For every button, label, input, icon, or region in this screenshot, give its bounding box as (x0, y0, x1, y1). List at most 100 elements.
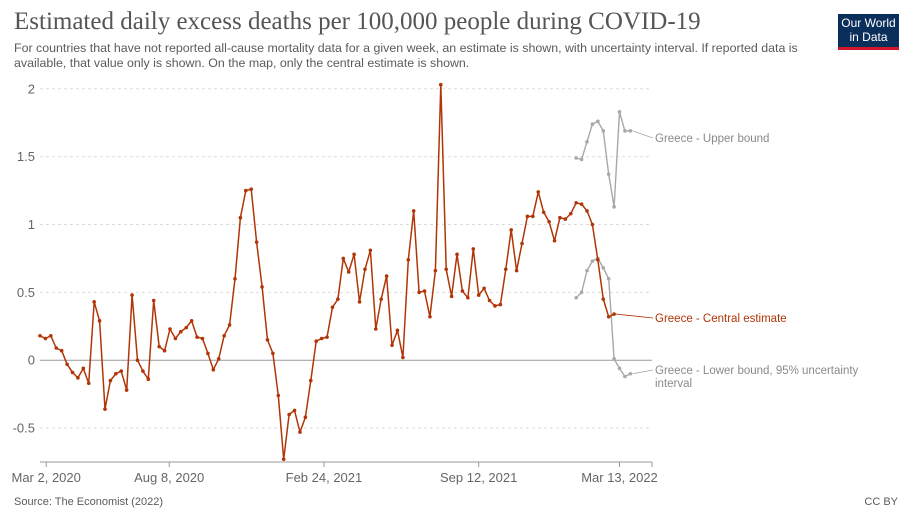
data-point (531, 214, 535, 219)
series-label-line: interval (655, 378, 692, 390)
data-point (130, 293, 134, 297)
x-tick-label: Aug 8, 2020 (134, 470, 204, 485)
data-point (249, 187, 254, 192)
y-tick-label: 1 (28, 217, 35, 232)
data-point (254, 240, 259, 244)
logo-line-1: Our World (841, 16, 896, 30)
data-point (65, 362, 69, 367)
x-axis: Mar 2, 2020 Aug 8, 2020 Feb 24, 2021 Sep 12… (12, 461, 658, 485)
data-point (514, 268, 519, 273)
data-point (238, 215, 243, 220)
data-point (265, 338, 270, 342)
data-point (81, 366, 86, 371)
y-tick-label: 0 (28, 353, 35, 368)
data-point (493, 304, 497, 308)
series-labels: Greece - Upper bound Greece - Central est… (616, 130, 859, 390)
data-point (319, 336, 324, 341)
data-point (179, 329, 183, 334)
data-point (135, 358, 140, 363)
data-point (173, 336, 178, 341)
data-point (406, 257, 411, 262)
data-point (585, 209, 589, 213)
data-point (601, 297, 606, 301)
data-point (455, 252, 459, 257)
data-point (43, 336, 48, 341)
data-point (617, 110, 622, 114)
upper-bound-line (576, 111, 631, 208)
data-point (189, 319, 194, 323)
source-note[interactable]: Source: The Economist (2022) (14, 496, 163, 508)
data-point (487, 298, 492, 303)
data-point (227, 323, 232, 327)
data-point (108, 378, 113, 383)
data-point (579, 290, 584, 295)
data-point (612, 357, 616, 361)
data-point (438, 82, 443, 87)
data-point (590, 122, 595, 126)
data-point (162, 348, 167, 353)
data-point (184, 325, 189, 330)
label-connector (632, 369, 654, 375)
data-point (395, 328, 400, 333)
logo-line-2: in Data (849, 30, 888, 44)
data-point (401, 355, 405, 360)
data-point (49, 333, 53, 338)
data-point (233, 276, 237, 281)
data-point (59, 348, 64, 353)
data-point (579, 202, 584, 206)
data-point (119, 369, 124, 373)
data-point (574, 156, 578, 160)
data-point (76, 376, 80, 380)
data-point (325, 335, 329, 339)
data-point (303, 415, 308, 420)
data-point (628, 371, 633, 376)
data-point (92, 300, 96, 304)
y-axis: -0.5 0 0.5 1 1.5 2 (13, 81, 35, 435)
data-point (606, 172, 611, 177)
data-point (433, 268, 438, 273)
data-point (276, 393, 281, 398)
y-tick-label: 0.5 (17, 285, 35, 300)
series-label: Greece - Upper bound (655, 133, 769, 145)
owid-logo[interactable]: Our World in Data (838, 14, 899, 50)
data-point (590, 259, 595, 263)
data-point (579, 157, 584, 162)
data-point (211, 367, 216, 372)
data-point (596, 257, 600, 262)
data-point (146, 377, 151, 382)
data-point (195, 335, 199, 339)
data-point (558, 215, 562, 220)
license-link[interactable]: CC BY (864, 496, 898, 508)
data-point (606, 314, 611, 319)
y-tick-label: -0.5 (13, 421, 35, 436)
series-label: Greece - Lower bound, 95% uncertainty int… (655, 365, 859, 390)
data-point (151, 298, 156, 303)
data-point (38, 333, 42, 338)
data-point (547, 219, 551, 224)
data-point (617, 366, 622, 371)
data-point (314, 339, 319, 344)
central-estimate-line (39, 83, 615, 461)
data-point (86, 381, 91, 386)
data-point (352, 252, 356, 257)
data-point (368, 248, 373, 253)
data-point (449, 294, 454, 299)
data-point (346, 270, 351, 274)
data-point (157, 344, 161, 349)
data-point (606, 276, 611, 281)
lower-bound-line (575, 257, 631, 378)
data-point (281, 457, 286, 462)
data-point (384, 274, 389, 278)
data-point (482, 286, 486, 291)
data-point (460, 289, 465, 293)
data-point (141, 369, 145, 373)
data-point (476, 293, 481, 297)
data-point (612, 312, 616, 316)
label-connector (616, 313, 654, 319)
data-point (612, 205, 616, 209)
data-point (574, 200, 578, 205)
data-point (363, 267, 367, 272)
data-point (596, 119, 600, 124)
data-point (357, 300, 362, 304)
y-tick-label: 1.5 (17, 149, 35, 164)
